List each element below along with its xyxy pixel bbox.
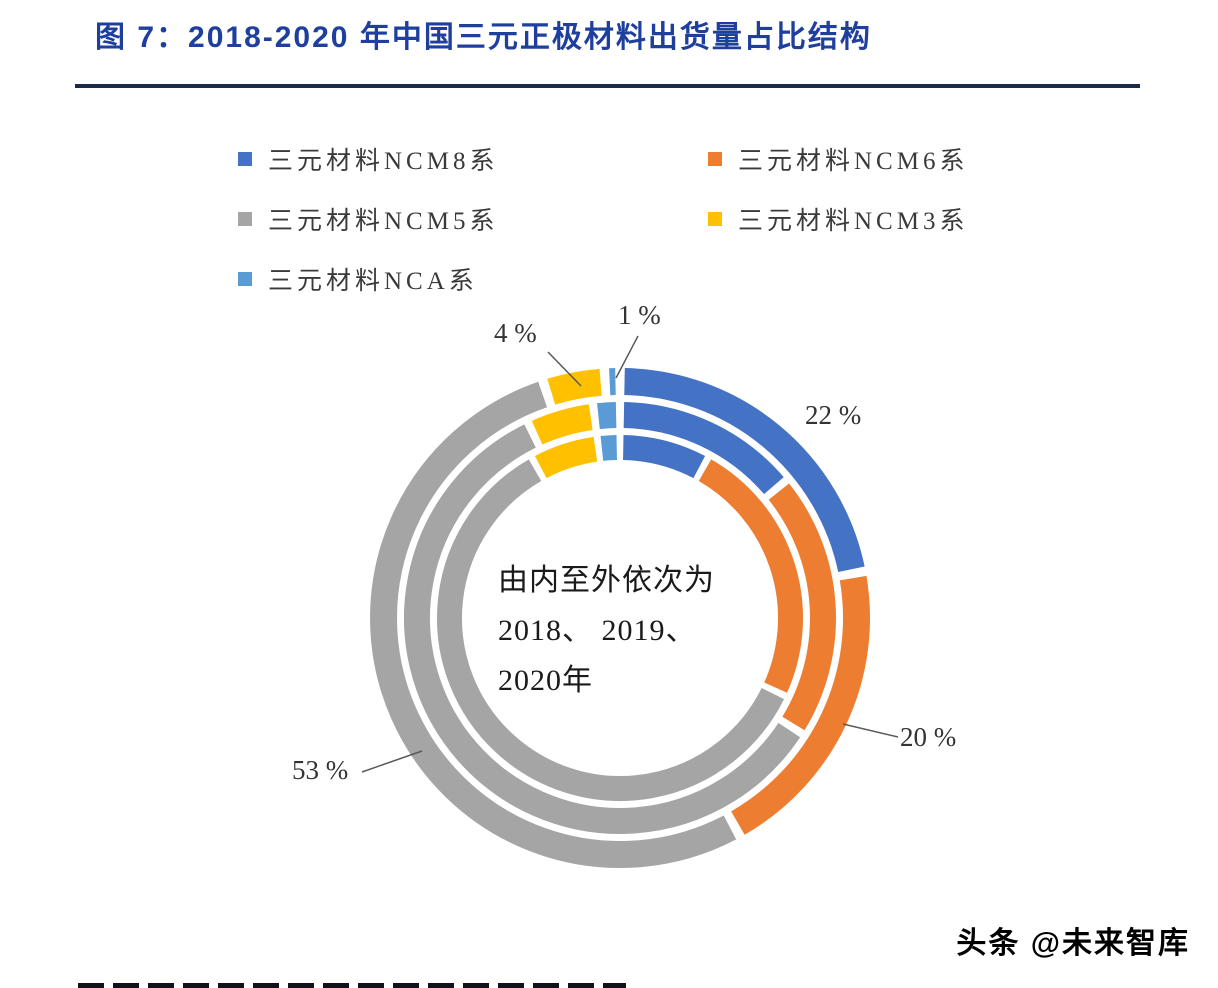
ring-2018-segment-nca (600, 435, 618, 461)
ring-2019-segment-ncm5 (404, 424, 801, 834)
legend-label-nca: 三元材料NCA系 (268, 268, 478, 295)
ring-2020-segment-ncm6 (731, 575, 870, 835)
cropped-bottom-text (78, 983, 626, 988)
legend-item-ncm8: 三元材料NCM8系 (238, 140, 708, 178)
legend-swatch-nca-icon (238, 272, 252, 286)
data-label-ncm8: 22 % (805, 400, 862, 430)
data-label-ncm3: 4 % (494, 318, 537, 348)
title-underline (75, 84, 1140, 88)
legend-label-ncm8: 三元材料NCM8系 (268, 148, 499, 175)
leader-lines (361, 335, 899, 773)
ring-2018-segment-ncm5 (437, 459, 785, 801)
leader-line-ncm6 (842, 723, 899, 738)
legend-swatch-ncm5-icon (238, 212, 252, 226)
legend-item-ncm5: 三元材料NCM5系 (238, 200, 708, 238)
legend-item-ncm6: 三元材料NCM6系 (708, 140, 1178, 178)
legend-item-ncm3: 三元材料NCM3系 (708, 200, 1178, 238)
legend-swatch-ncm3-icon (708, 212, 722, 226)
center-note-line2: 2018、 2019、 (498, 614, 697, 647)
ring-2019-segment-ncm6 (768, 483, 836, 731)
data-label-nca: 1 % (618, 300, 661, 330)
ring-2018-segment-ncm6 (698, 459, 803, 693)
ring-2018-segment-ncm3 (534, 436, 598, 479)
legend-label-ncm5: 三元材料NCM5系 (268, 208, 499, 235)
ring-2019-segment-nca (597, 402, 617, 430)
data-label-ncm6: 20 % (900, 722, 957, 752)
donut-rings (370, 368, 870, 868)
center-note-line3: 2020年 (498, 664, 593, 697)
legend-label-ncm3: 三元材料NCM3系 (738, 208, 969, 235)
legend-swatch-ncm6-icon (708, 152, 722, 166)
chart-legend: 三元材料NCM8系 三元材料NCM6系 三元材料NCM5系 三元材料NCM3系 … (238, 140, 1178, 298)
ring-2020-segment-ncm3 (547, 368, 603, 405)
ring-2018-segment-ncm8 (622, 435, 706, 479)
center-note-line1: 由内至外依次为 (498, 564, 715, 597)
leader-line-ncm5 (361, 750, 423, 773)
ring-2020-segment-ncm8 (624, 368, 865, 573)
legend-label-ncm6: 三元材料NCM6系 (738, 148, 969, 175)
center-note: 由内至外依次为 2018、 2019、 2020年 (498, 556, 778, 706)
watermark: 头条 @未来智库 (956, 927, 1190, 960)
legend-item-nca: 三元材料NCA系 (238, 260, 708, 298)
ring-2020-segment-ncm5 (370, 381, 737, 868)
leader-line-nca (615, 335, 639, 379)
figure-title: 图 7：2018-2020 年中国三元正极材料出货量占比结构 (95, 21, 872, 54)
leader-line-ncm3 (547, 351, 582, 387)
ring-2019-segment-ncm3 (531, 404, 593, 445)
legend-swatch-ncm8-icon (238, 152, 252, 166)
ring-2019-segment-ncm8 (623, 402, 784, 495)
data-label-ncm5: 53 % (292, 755, 349, 785)
